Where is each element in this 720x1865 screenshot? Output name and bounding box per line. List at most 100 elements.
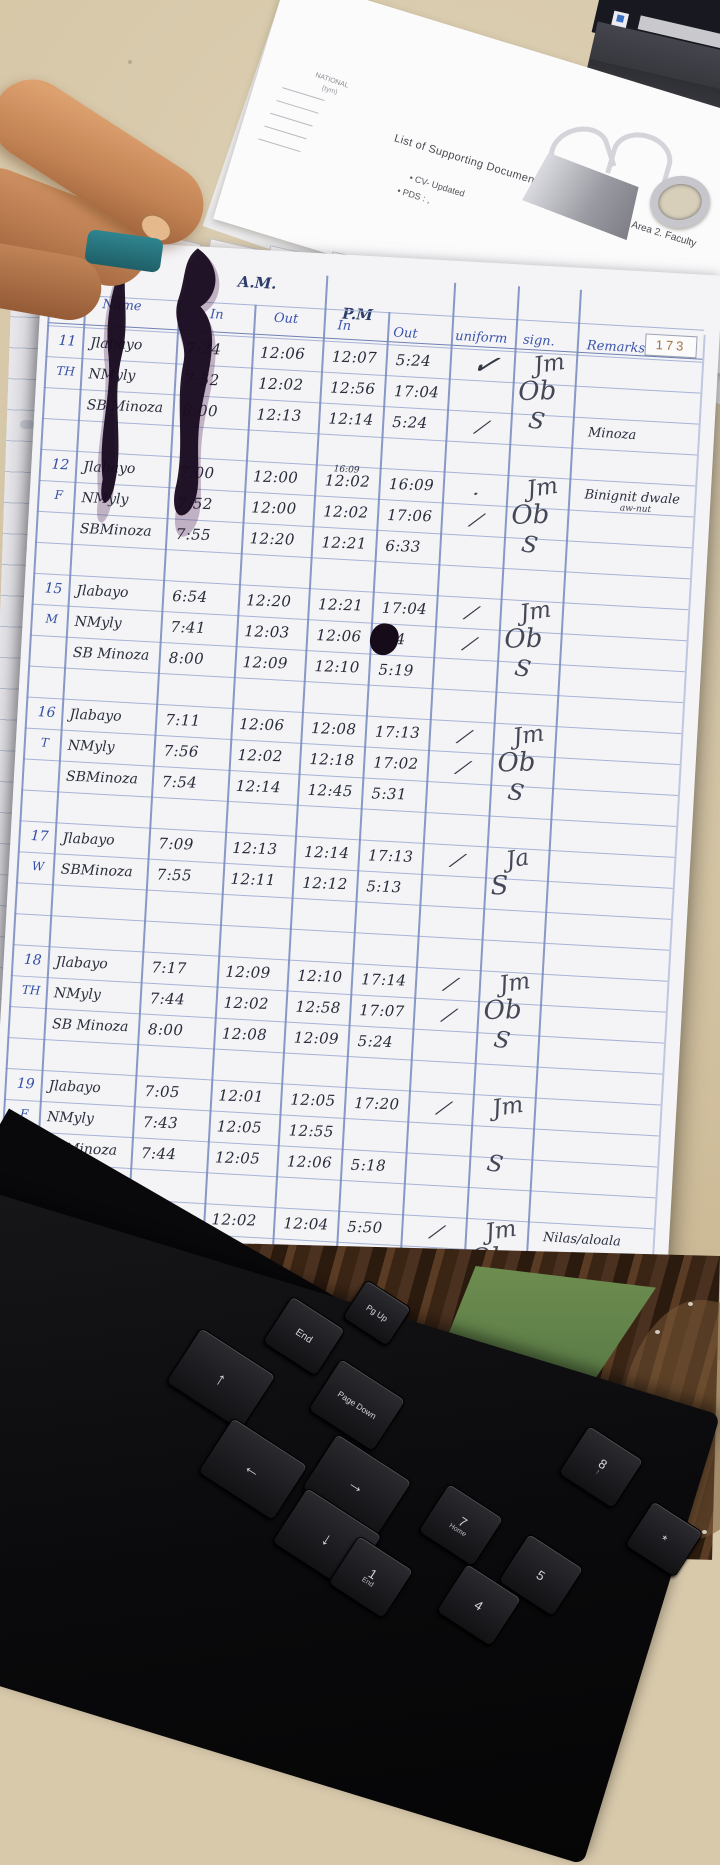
signature-cluster: Ja S <box>483 844 554 947</box>
name-cell: Jlabayo <box>55 954 108 973</box>
pm-in-cell: 12:05 <box>290 1090 336 1110</box>
key-label: Page Down <box>336 1388 379 1421</box>
paper-rule <box>282 87 325 101</box>
pm-in-header: In <box>337 318 352 335</box>
name-cell: Jlabayo <box>48 1078 102 1097</box>
name-cell: SB Minoza <box>72 644 150 664</box>
am-in-cell: 7:11 <box>165 710 201 730</box>
am-out-cell: 12:03 <box>244 622 290 642</box>
name-cell: SB Minoza <box>51 1016 129 1036</box>
am-out-cell: 12:06 <box>238 715 285 735</box>
signature-scribble: Ob <box>483 994 523 1027</box>
key-label: * <box>657 1531 671 1547</box>
signature-scribble: S <box>505 778 526 808</box>
bleed-smudge <box>20 420 34 429</box>
pm-in-cell: 12:07 <box>331 347 378 367</box>
am-in-cell: 7:54 <box>161 772 198 792</box>
pm-out-cell: 5:13 <box>366 877 402 897</box>
signature-scribble: Jm <box>483 1215 519 1247</box>
name-cell: Jlabayo <box>62 830 115 849</box>
pm-in-cell: 12:21 <box>321 533 367 553</box>
pm-in-cell: 12:14 <box>303 842 350 863</box>
am-out-cell: 12:20 <box>245 591 292 611</box>
am-in-cell: 7:55 <box>156 865 193 885</box>
wall-mark <box>128 60 132 64</box>
am-in-cell: 7:09 <box>158 834 194 854</box>
key-label: Pg Up <box>364 1301 390 1324</box>
key-label: End <box>293 1326 315 1346</box>
key-label: 4 <box>471 1596 487 1614</box>
pm-out-cell: 17:04 <box>381 598 428 619</box>
key-label: ↓ <box>317 1528 337 1550</box>
pm-out-cell: 17:04 <box>393 382 440 402</box>
am-in-cell: 8:00 <box>168 648 205 668</box>
signature-scribble: S <box>519 531 540 560</box>
signature-scribble: S <box>490 870 509 902</box>
paper-rule <box>276 99 319 114</box>
name-cell: SBMinoza <box>60 861 133 881</box>
am-in-cell: 7:43 <box>142 1113 179 1133</box>
key-label: 5 <box>533 1566 549 1584</box>
am-out-header: Out <box>273 310 299 328</box>
pm-out-cell: 5:24 <box>395 351 432 371</box>
pm-out-cell: 17:13 <box>374 722 421 742</box>
name-cell: SBMinoza <box>65 768 139 788</box>
pm-in-cell: 12:58 <box>295 997 342 1017</box>
pm-in-cell: 12:45 <box>307 780 354 801</box>
signature-cluster: Jm S <box>470 1092 541 1194</box>
signature-scribble: Jm <box>511 720 546 751</box>
pm-in-cell: 12:12 <box>302 873 348 894</box>
paper-rule <box>258 138 301 153</box>
pm-out-cell: 17:14 <box>360 970 407 990</box>
signature-scribble: Jm <box>518 596 553 628</box>
pm-out-cell: 5:31 <box>371 784 408 804</box>
name-cell: NMyly <box>67 737 115 756</box>
uniform-header: uniform <box>454 328 508 347</box>
signature-scribble: Ja <box>504 844 531 874</box>
key-label: ↑ <box>211 1368 231 1390</box>
am-in-cell: 7:44 <box>149 989 186 1009</box>
signature-scribble: S <box>512 654 533 684</box>
paint-speck <box>655 1330 660 1334</box>
pm-in-cell: 12:10 <box>314 657 361 677</box>
paper-rule <box>264 125 307 140</box>
key-label: → <box>344 1471 370 1499</box>
am-out-cell: 12:02 <box>223 993 270 1013</box>
logbook-page: January A.M. P.M Date Name In Out In Out… <box>0 235 720 1353</box>
pm-in-cell: 12:56 <box>329 378 376 398</box>
sticker-logo-icon <box>616 14 625 23</box>
pm-out-cell: 6:33 <box>385 536 421 556</box>
key-label: ← <box>240 1455 266 1483</box>
am-out-cell: 12:08 <box>221 1024 268 1044</box>
pm-in-cell: 12:08 <box>310 719 357 739</box>
pm-out-cell: 16:09 <box>388 474 435 495</box>
pm-in-note: 16:09 <box>333 464 360 476</box>
name-cell: NMyly <box>74 613 122 632</box>
pm-out-cell: 17:06 <box>386 505 433 526</box>
am-out-cell: 12:14 <box>235 776 282 797</box>
am-out-cell: 12:09 <box>242 653 289 673</box>
page-number: 173 <box>644 333 698 359</box>
ink-smear <box>97 240 220 537</box>
paper-rule <box>270 112 313 127</box>
signature-scribble: Ob <box>510 499 550 531</box>
am-in-cell: 7:56 <box>163 741 200 761</box>
key-sublabel: ↑ <box>594 1468 602 1476</box>
signature-scribble: Ob <box>497 747 536 779</box>
pm-out-cell: 5:24 <box>392 412 428 432</box>
signature-scribble: Jm <box>497 967 533 999</box>
am-in-cell: 6:54 <box>171 586 208 606</box>
name-cell: NMyly <box>53 985 102 1004</box>
name-cell: Jlabayo <box>69 706 122 725</box>
rule-line <box>14 913 670 951</box>
pm-out-cell: 17:13 <box>367 846 414 866</box>
pm-in-cell: 12:02 <box>322 502 369 522</box>
am-in-cell: 7:41 <box>170 617 207 637</box>
pm-out-cell: 5:19 <box>378 660 415 680</box>
pm-in-cell: 12:18 <box>309 749 355 770</box>
remark-cell: Minoza <box>587 425 637 444</box>
